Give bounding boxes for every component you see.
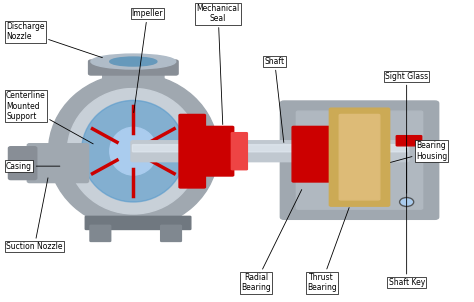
FancyBboxPatch shape xyxy=(339,114,380,200)
FancyBboxPatch shape xyxy=(89,60,178,75)
FancyBboxPatch shape xyxy=(103,72,164,87)
Ellipse shape xyxy=(67,88,199,214)
Text: Bearing
Housing: Bearing Housing xyxy=(391,142,447,162)
Text: Impeller: Impeller xyxy=(132,9,163,113)
FancyBboxPatch shape xyxy=(132,145,408,152)
Text: Sight Glass: Sight Glass xyxy=(385,72,428,193)
Ellipse shape xyxy=(48,73,218,229)
Text: Centerline
Mounted
Support: Centerline Mounted Support xyxy=(6,92,93,144)
FancyBboxPatch shape xyxy=(27,144,89,183)
FancyBboxPatch shape xyxy=(292,127,333,182)
FancyBboxPatch shape xyxy=(90,225,111,241)
Text: Suction Nozzle: Suction Nozzle xyxy=(6,178,63,251)
Ellipse shape xyxy=(110,127,157,175)
Text: Thrust
Bearing: Thrust Bearing xyxy=(307,207,349,292)
Ellipse shape xyxy=(91,54,176,69)
FancyBboxPatch shape xyxy=(329,108,390,206)
FancyBboxPatch shape xyxy=(179,114,205,188)
Circle shape xyxy=(400,198,414,207)
Ellipse shape xyxy=(82,100,185,202)
FancyBboxPatch shape xyxy=(9,147,36,180)
FancyBboxPatch shape xyxy=(202,127,234,176)
FancyBboxPatch shape xyxy=(396,136,422,146)
Text: Discharge
Nozzle: Discharge Nozzle xyxy=(6,22,102,58)
FancyBboxPatch shape xyxy=(296,111,423,209)
Text: Casing: Casing xyxy=(6,162,60,171)
FancyBboxPatch shape xyxy=(131,141,409,162)
Text: Mechanical
Seal: Mechanical Seal xyxy=(197,4,240,124)
FancyBboxPatch shape xyxy=(231,133,247,170)
FancyBboxPatch shape xyxy=(85,216,191,230)
Text: Shaft: Shaft xyxy=(264,57,285,143)
Text: Shaft Key: Shaft Key xyxy=(389,148,425,287)
Text: Radial
Bearing: Radial Bearing xyxy=(241,190,302,292)
FancyBboxPatch shape xyxy=(161,225,182,241)
Ellipse shape xyxy=(110,57,157,66)
FancyBboxPatch shape xyxy=(280,101,438,219)
